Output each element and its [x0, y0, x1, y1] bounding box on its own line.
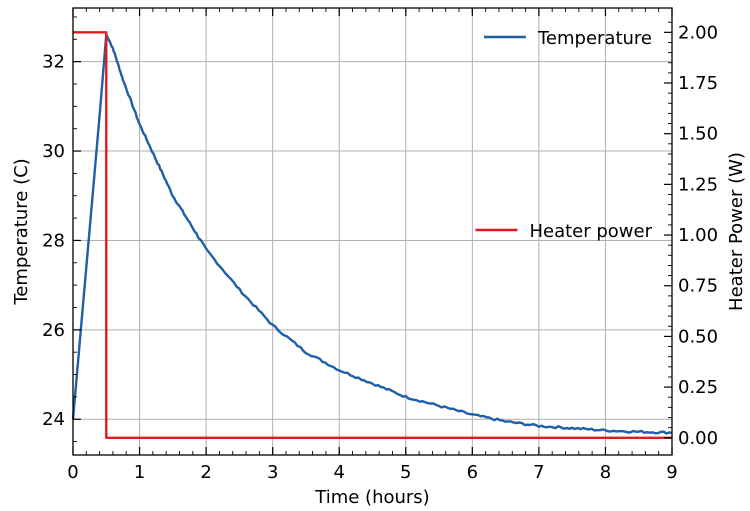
y-tick-label: 24 [42, 409, 65, 430]
y-ticks: 24 26 28 30 32 [42, 16, 81, 443]
y2-tick-label: 0.75 [678, 276, 718, 297]
y2-tick-label: 0.00 [678, 428, 718, 449]
legend-label: Temperature [537, 28, 652, 49]
x-tick-label: 0 [67, 462, 78, 483]
series-layer [71, 31, 673, 439]
x-tick-label: 5 [400, 462, 411, 483]
y2-axis-label: Heater Power (W) [726, 152, 747, 311]
x-ticks: 0 1 2 3 4 5 6 7 8 9 [67, 8, 678, 483]
x-tick-label: 3 [267, 462, 278, 483]
grid [72, 8, 673, 455]
series-line-heater-power [73, 31, 672, 439]
y2-tick-label: 1.50 [678, 124, 718, 145]
y-axis-label: Temperature (C) [11, 158, 32, 305]
y2-tick-label: 1.75 [678, 73, 718, 94]
x-tick-label: 1 [134, 462, 145, 483]
y2-tick-label: 1.25 [678, 174, 718, 195]
x-axis-label: Time (hours) [314, 487, 429, 508]
legend: Temperature Heater power [475, 28, 653, 242]
y2-ticks: 0.00 0.25 0.50 0.75 1.00 1.25 1.50 1.75 2.00 [664, 21, 718, 449]
y-tick-label: 28 [42, 230, 65, 251]
x-tick-label: 8 [600, 462, 611, 483]
x-tick-label: 4 [333, 462, 344, 483]
legend-label: Heater power [529, 221, 652, 242]
y2-tick-label: 0.25 [678, 377, 718, 398]
x-tick-label: 9 [666, 462, 677, 483]
x-tick-label: 6 [467, 462, 478, 483]
y-tick-label: 30 [42, 141, 65, 162]
x-tick-label: 7 [533, 462, 544, 483]
x-tick-label: 2 [200, 462, 211, 483]
y2-tick-label: 2.00 [678, 22, 718, 43]
series-line-temperature [71, 33, 673, 435]
y2-tick-label: 1.00 [678, 225, 718, 246]
y-tick-label: 26 [42, 320, 65, 341]
y-tick-label: 32 [42, 52, 65, 73]
y2-tick-label: 0.50 [678, 326, 718, 347]
plot-frame [72, 7, 673, 456]
